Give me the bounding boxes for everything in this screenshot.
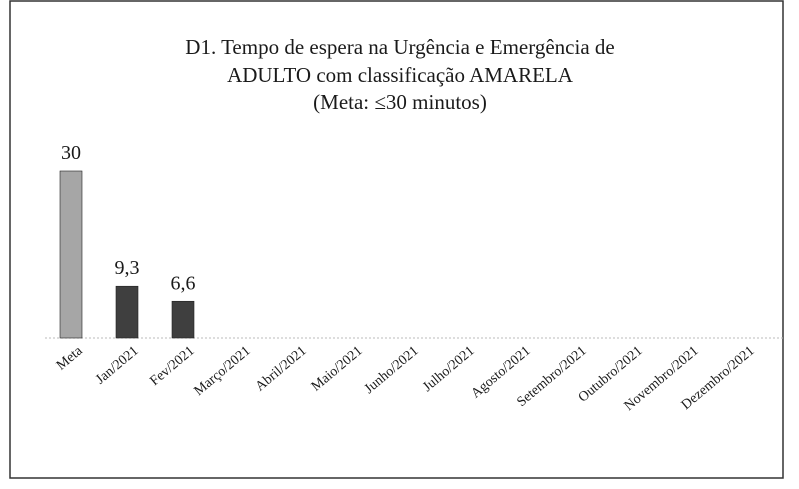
bar — [171, 300, 195, 339]
data-label: 6,6 — [171, 272, 196, 294]
x-tick-label: Meta — [54, 343, 86, 373]
x-tick-label: Maio/2021 — [309, 344, 366, 395]
chart-title: ADULTO com classificação AMARELA — [227, 63, 574, 87]
bar — [115, 285, 139, 339]
data-label: 30 — [61, 142, 81, 164]
data-label: 9,3 — [115, 257, 140, 279]
bar — [59, 170, 83, 339]
x-tick-label: Julho/2021 — [420, 344, 477, 395]
x-tick-label: Abril/2021 — [253, 344, 310, 395]
x-tick-label: Junho/2021 — [362, 344, 422, 397]
x-tick-label: Março/2021 — [192, 344, 254, 399]
chart-title: D1. Tempo de espera na Urgência e Emergê… — [185, 35, 614, 59]
x-tick-label: Jan/2021 — [93, 344, 141, 388]
x-tick-label: Fev/2021 — [147, 344, 197, 389]
chart-title: (Meta: ≤30 minutos) — [313, 90, 487, 114]
chart-frame — [9, 0, 784, 479]
